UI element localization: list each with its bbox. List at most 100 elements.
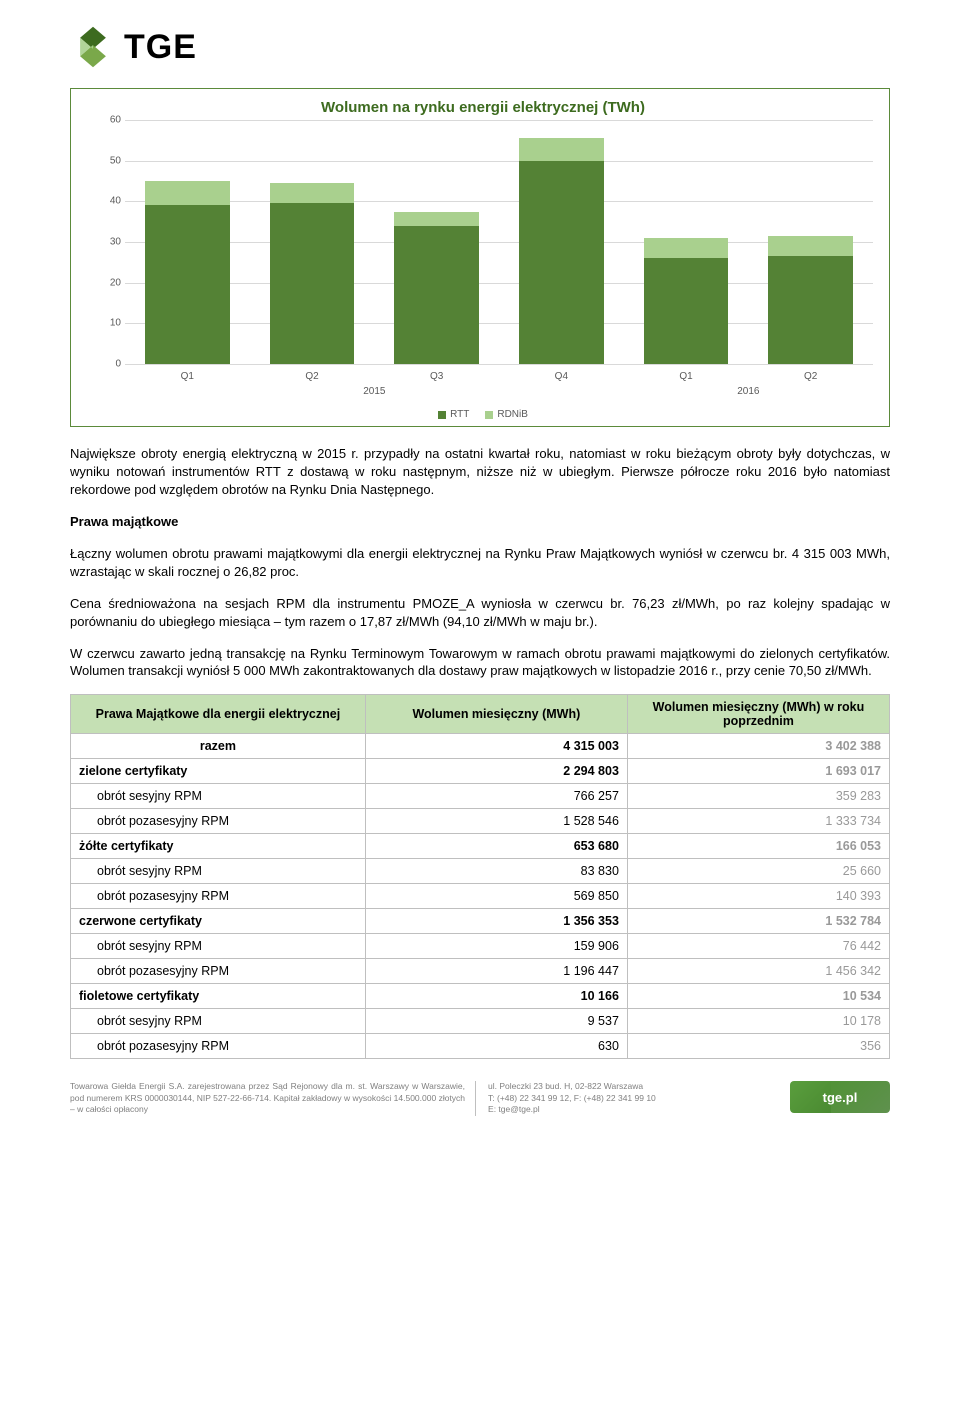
table-row: obrót sesyjny RPM766 257359 283: [71, 784, 890, 809]
bar-column: Q1: [125, 120, 250, 364]
table-row: obrót pozasesyjny RPM630356: [71, 1034, 890, 1059]
logo-text: TGE: [124, 28, 197, 67]
table-header-1: Prawa Majątkowe dla energii elektrycznej: [71, 695, 366, 734]
cell-label: obrót pozasesyjny RPM: [71, 959, 366, 984]
paragraph-2: Łączny wolumen obrotu prawami majątkowym…: [70, 545, 890, 581]
table-row: fioletowe certyfikaty10 16610 534: [71, 984, 890, 1009]
cell-value-previous: 10 534: [627, 984, 889, 1009]
y-axis-label: 30: [99, 237, 121, 248]
cell-label: zielone certyfikaty: [71, 759, 366, 784]
bar-segment-rdnib: [270, 183, 355, 203]
bar-segment-rdnib: [644, 238, 729, 258]
footer-email: E: tge@tge.pl: [488, 1104, 780, 1115]
table-header-3: Wolumen miesięczny (MWh) w roku poprzedn…: [627, 695, 889, 734]
footer-logo-text: tge.pl: [823, 1089, 858, 1107]
cell-value-previous: 1 693 017: [627, 759, 889, 784]
table-row: obrót pozasesyjny RPM569 850140 393: [71, 884, 890, 909]
cell-value-current: 10 166: [365, 984, 627, 1009]
cell-value-current: 569 850: [365, 884, 627, 909]
cell-value-current: 2 294 803: [365, 759, 627, 784]
cell-label: obrót pozasesyjny RPM: [71, 1034, 366, 1059]
cell-value-previous: 1 333 734: [627, 809, 889, 834]
legend-label: RDNiB: [497, 409, 528, 420]
table-row: żółte certyfikaty653 680166 053: [71, 834, 890, 859]
body-text: Największe obroty energią elektryczną w …: [70, 445, 890, 680]
cell-value-current: 766 257: [365, 784, 627, 809]
bar-segment-rdnib: [145, 181, 230, 205]
chart-container: Wolumen na rynku energii elektrycznej (T…: [70, 88, 890, 427]
bar-segment-rdnib: [768, 236, 853, 256]
cell-label: czerwone certyfikaty: [71, 909, 366, 934]
x-axis-label: Q4: [555, 371, 568, 382]
bar-segment-rdnib: [394, 212, 479, 226]
cell-value-current: 4 315 003: [365, 734, 627, 759]
gridline: [125, 364, 873, 365]
table-row: czerwone certyfikaty1 356 3531 532 784: [71, 909, 890, 934]
cell-value-current: 653 680: [365, 834, 627, 859]
bar-column: Q2: [250, 120, 375, 364]
cell-value-previous: 25 660: [627, 859, 889, 884]
table-row: obrót pozasesyjny RPM1 528 5461 333 734: [71, 809, 890, 834]
table-row: zielone certyfikaty2 294 8031 693 017: [71, 759, 890, 784]
section-heading: Prawa majątkowe: [70, 513, 890, 531]
cell-label: obrót sesyjny RPM: [71, 934, 366, 959]
page-footer: Towarowa Giełda Energii S.A. zarejestrow…: [70, 1081, 890, 1115]
y-axis-label: 20: [99, 277, 121, 288]
bar-segment-rdnib: [519, 138, 604, 160]
cell-value-previous: 140 393: [627, 884, 889, 909]
cell-label: żółte certyfikaty: [71, 834, 366, 859]
cell-label: obrót pozasesyjny RPM: [71, 884, 366, 909]
cell-value-previous: 3 402 388: [627, 734, 889, 759]
table-row: obrót sesyjny RPM83 83025 660: [71, 859, 890, 884]
legend-label: RTT: [450, 409, 469, 420]
cell-value-current: 159 906: [365, 934, 627, 959]
bar-segment-rtt: [644, 258, 729, 364]
cell-value-previous: 10 178: [627, 1009, 889, 1034]
footer-company-info: Towarowa Giełda Energii S.A. zarejestrow…: [70, 1081, 476, 1115]
paragraph-3: Cena średnioważona na sesjach RPM dla in…: [70, 595, 890, 631]
cell-label: razem: [71, 734, 366, 759]
bar-column: Q4: [499, 120, 624, 364]
y-axis-label: 40: [99, 196, 121, 207]
cell-label: obrót pozasesyjny RPM: [71, 809, 366, 834]
cell-label: fioletowe certyfikaty: [71, 984, 366, 1009]
x-axis-label: Q1: [679, 371, 692, 382]
bar-column: Q1: [624, 120, 749, 364]
y-axis-label: 60: [99, 115, 121, 126]
y-axis-label: 50: [99, 155, 121, 166]
cell-value-previous: 359 283: [627, 784, 889, 809]
cell-value-current: 9 537: [365, 1009, 627, 1034]
cell-value-current: 630: [365, 1034, 627, 1059]
bar-column: Q3: [374, 120, 499, 364]
header-logo: TGE: [70, 24, 890, 70]
legend-item: RDNiB: [485, 409, 528, 420]
table-header-2: Wolumen miesięczny (MWh): [365, 695, 627, 734]
legend-item: RTT: [438, 409, 469, 420]
y-axis-label: 0: [99, 359, 121, 370]
table-row: obrót pozasesyjny RPM1 196 4471 456 342: [71, 959, 890, 984]
chart-title: Wolumen na rynku energii elektrycznej (T…: [89, 99, 877, 116]
cell-label: obrót sesyjny RPM: [71, 859, 366, 884]
legend-swatch-icon: [485, 411, 493, 419]
cell-value-current: 83 830: [365, 859, 627, 884]
paragraph-1: Największe obroty energią elektryczną w …: [70, 445, 890, 499]
x-axis-label: Q2: [804, 371, 817, 382]
footer-address: ul. Poleczki 23 bud. H, 02-822 Warszawa: [488, 1081, 780, 1092]
cell-value-previous: 76 442: [627, 934, 889, 959]
chart-legend: RTT RDNiB: [89, 409, 877, 420]
cell-value-previous: 1 456 342: [627, 959, 889, 984]
footer-contact: ul. Poleczki 23 bud. H, 02-822 Warszawa …: [486, 1081, 780, 1115]
table-row: obrót sesyjny RPM9 53710 178: [71, 1009, 890, 1034]
legend-swatch-icon: [438, 411, 446, 419]
bar-segment-rtt: [270, 203, 355, 364]
paragraph-4: W czerwcu zawarto jedną transakcję na Ry…: [70, 645, 890, 681]
bar-segment-rtt: [768, 256, 853, 364]
cell-value-current: 1 356 353: [365, 909, 627, 934]
x-axis-label: Q1: [181, 371, 194, 382]
table-row: obrót sesyjny RPM159 90676 442: [71, 934, 890, 959]
cell-label: obrót sesyjny RPM: [71, 784, 366, 809]
cell-value-previous: 356: [627, 1034, 889, 1059]
chart-plot: 0102030405060 Q1Q2Q3Q4Q1Q2: [99, 120, 877, 388]
y-axis-label: 10: [99, 318, 121, 329]
cell-label: obrót sesyjny RPM: [71, 1009, 366, 1034]
